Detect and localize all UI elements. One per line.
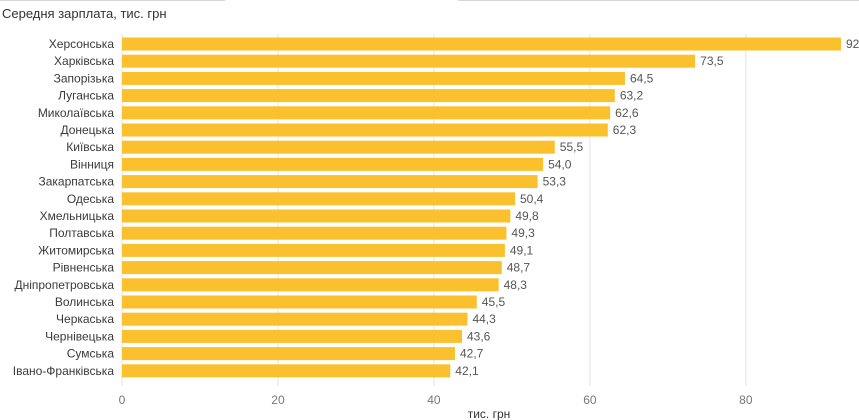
- category-label-13: Рівненська: [53, 261, 115, 275]
- bars: [122, 37, 841, 378]
- bar-16: [122, 312, 468, 326]
- value-label-3: 63,2: [620, 89, 644, 103]
- value-label-9: 50,4: [520, 192, 544, 206]
- category-label-10: Хмельницька: [40, 209, 115, 223]
- value-label-13: 48,7: [507, 261, 531, 275]
- x-tick-label-3: 60: [583, 393, 597, 407]
- x-axis-ticks: 0 20 40 60 80: [119, 393, 753, 407]
- value-label-17: 43,6: [467, 329, 491, 343]
- category-label-15: Волинська: [55, 295, 115, 309]
- bar-13: [122, 261, 502, 275]
- bar-4: [122, 106, 611, 120]
- bar-0: [122, 37, 841, 51]
- bar-6: [122, 140, 555, 154]
- value-label-10: 49,8: [515, 209, 539, 223]
- category-label-1: Харківська: [54, 54, 114, 68]
- category-label-4: Миколаївська: [38, 106, 115, 120]
- x-tick-label-2: 40: [427, 393, 441, 407]
- bar-15: [122, 295, 477, 309]
- value-label-7: 54,0: [548, 157, 572, 171]
- bar-9: [122, 192, 516, 206]
- value-label-18: 42,7: [460, 347, 484, 361]
- category-label-14: Дніпропетровська: [14, 278, 114, 292]
- category-label-7: Вінниця: [70, 157, 114, 171]
- chart-title: Середня зарплата, тис. грн: [2, 6, 167, 21]
- top-divider-left: [0, 0, 225, 1]
- category-label-2: Запорізька: [54, 71, 115, 85]
- category-label-9: Одеська: [67, 192, 115, 206]
- category-label-17: Чернівецька: [45, 329, 114, 343]
- top-divider-right: [458, 0, 859, 1]
- value-label-11: 49,3: [511, 226, 535, 240]
- category-label-0: Херсонська: [49, 37, 115, 51]
- value-label-15: 45,5: [482, 295, 506, 309]
- bar-7: [122, 157, 544, 171]
- category-label-18: Сумська: [67, 347, 115, 361]
- category-label-19: Івано-Франківська: [13, 364, 115, 378]
- value-label-6: 55,5: [560, 140, 584, 154]
- category-label-16: Черкаська: [56, 312, 114, 326]
- bar-3: [122, 89, 615, 103]
- x-tick-label-4: 80: [739, 393, 753, 407]
- value-label-14: 48,3: [504, 278, 528, 292]
- bar-10: [122, 209, 511, 223]
- category-labels: Херсонська Харківська Запорізька Луганська М…: [13, 37, 115, 378]
- value-labels: 92,2 73,5 64,5 63,2 62,6 62,3 55,5 54,0 53,3 50,4…: [455, 37, 859, 378]
- bar-17: [122, 329, 462, 343]
- value-label-0: 92,2: [846, 37, 859, 51]
- bar-18: [122, 347, 455, 361]
- value-label-19: 42,1: [455, 364, 479, 378]
- value-label-5: 62,3: [613, 123, 637, 137]
- category-label-6: Київська: [66, 140, 114, 154]
- x-tick-label-0: 0: [119, 393, 126, 407]
- bar-12: [122, 243, 505, 257]
- value-label-1: 73,5: [700, 54, 724, 68]
- category-label-8: Закарпатська: [39, 175, 115, 189]
- value-label-4: 62,6: [615, 106, 639, 120]
- bar-8: [122, 175, 538, 189]
- category-label-3: Луганська: [58, 89, 114, 103]
- bar-2: [122, 71, 625, 85]
- bar-5: [122, 123, 608, 137]
- x-axis-title: тис. грн: [468, 407, 511, 420]
- value-label-12: 49,1: [510, 243, 534, 257]
- category-label-11: Полтавська: [49, 226, 114, 240]
- value-label-2: 64,5: [630, 71, 654, 85]
- value-label-8: 53,3: [543, 175, 567, 189]
- bar-11: [122, 226, 507, 240]
- category-label-12: Житомирська: [38, 243, 114, 257]
- value-label-16: 44,3: [472, 312, 496, 326]
- x-tick-label-1: 20: [271, 393, 285, 407]
- bar-1: [122, 54, 696, 68]
- bar-19: [122, 364, 451, 378]
- bar-14: [122, 278, 499, 292]
- category-label-5: Донецька: [60, 123, 114, 137]
